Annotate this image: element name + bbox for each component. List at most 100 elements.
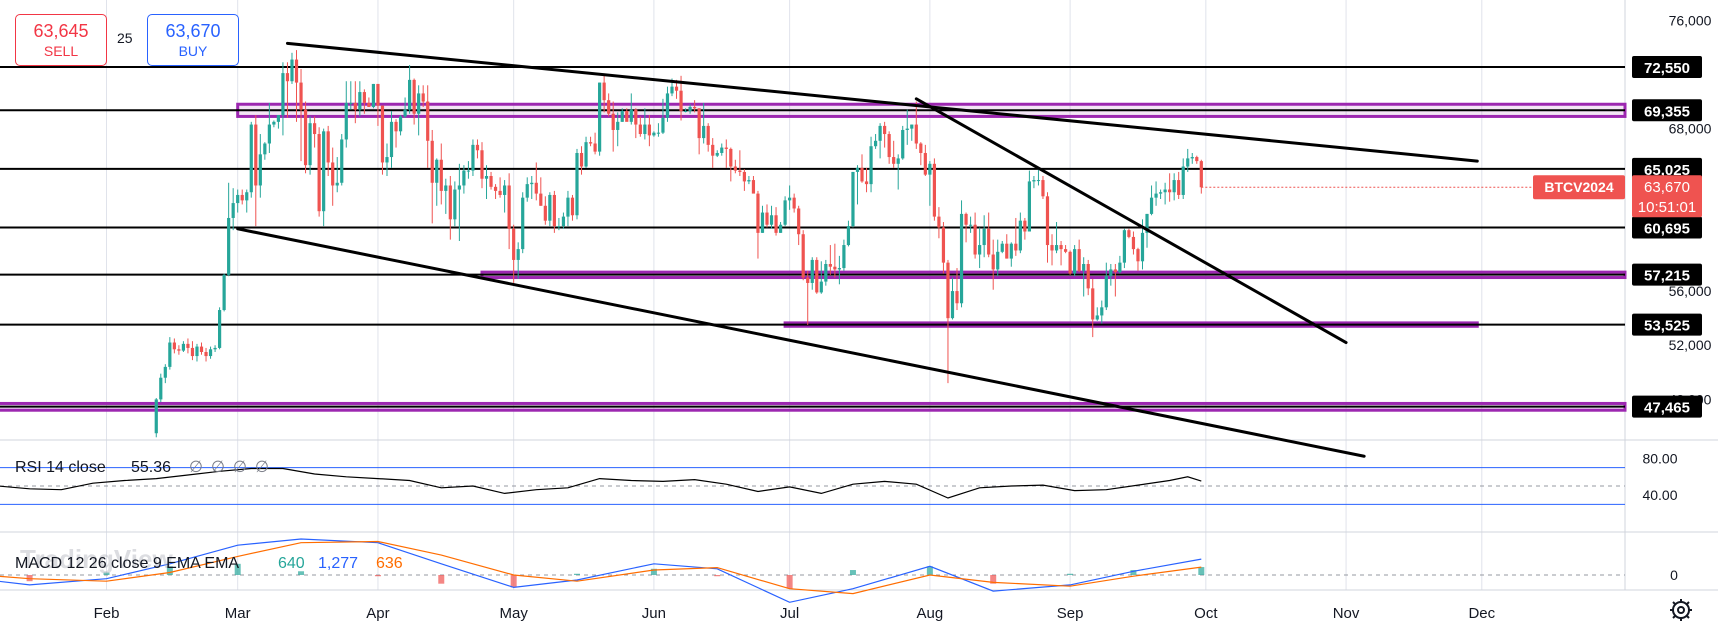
trendline[interactable]: [236, 227, 1366, 458]
candle: [602, 75, 606, 113]
price-level-badge-text: 60,695: [1644, 221, 1690, 238]
candle-body: [385, 157, 389, 163]
candle-body: [806, 277, 810, 283]
candle-body: [797, 208, 801, 235]
candle-body: [1073, 249, 1077, 274]
candle: [398, 115, 403, 136]
candle-body: [1158, 192, 1163, 194]
candle: [177, 345, 181, 355]
candle-body: [575, 152, 579, 216]
candle-body: [846, 226, 851, 246]
candle-body: [177, 349, 181, 351]
candle: [652, 131, 656, 137]
candle: [1050, 234, 1054, 266]
candle: [697, 108, 701, 155]
candle: [222, 273, 226, 312]
candle: [394, 119, 398, 148]
candle-body: [457, 185, 461, 190]
candle: [860, 154, 864, 183]
sell-button[interactable]: 63,645 SELL: [15, 14, 107, 66]
trendline[interactable]: [285, 41, 1479, 163]
time-axis-label-aug: Aug: [917, 605, 944, 622]
candle: [647, 115, 651, 147]
candle-body: [236, 194, 240, 204]
candle-body: [1136, 249, 1140, 262]
symbol-badge: [1533, 175, 1625, 200]
candle-body: [647, 124, 651, 136]
candle: [263, 142, 267, 160]
macd-histogram-bar: [849, 570, 856, 575]
candle-body: [629, 109, 633, 122]
candle: [987, 212, 991, 258]
candle-body: [1100, 307, 1104, 316]
candle-body: [1168, 189, 1172, 193]
candle-body: [914, 124, 918, 144]
candle: [1005, 234, 1009, 259]
candle-body: [665, 93, 670, 118]
macd-histogram-bar: [573, 573, 580, 575]
candle-body: [190, 347, 195, 357]
candle-body: [421, 93, 425, 102]
price-level-badge: 47,465: [1632, 395, 1702, 418]
candle: [412, 78, 416, 125]
candle-body: [715, 152, 719, 156]
candle-body: [778, 224, 783, 233]
candle-body: [493, 186, 498, 191]
candle: [272, 120, 276, 128]
candle: [715, 150, 719, 158]
candle-body: [471, 144, 475, 171]
candle: [163, 364, 167, 384]
candle: [512, 224, 516, 283]
candle-body: [901, 129, 905, 159]
price-level-badge-bg: [1632, 56, 1702, 79]
candle: [322, 128, 326, 227]
sell-label: SELL: [43, 43, 79, 59]
candle-body: [317, 134, 321, 212]
candle-body: [462, 170, 466, 186]
candle: [570, 194, 575, 221]
candle: [466, 161, 471, 179]
candle-body: [376, 83, 380, 106]
candle: [530, 176, 534, 200]
candle-body: [344, 102, 348, 140]
candle-body: [534, 182, 538, 194]
candle: [905, 109, 909, 145]
buy-button[interactable]: 63,670 BUY: [147, 14, 239, 66]
candle-body: [163, 366, 167, 378]
candle: [240, 189, 244, 205]
macd-histogram-bar: [166, 566, 173, 575]
candle-body: [172, 342, 176, 350]
candle-body: [308, 123, 312, 166]
candle: [607, 93, 611, 117]
candle-body: [842, 245, 846, 269]
trendline[interactable]: [914, 97, 1348, 345]
candle: [1059, 240, 1063, 266]
candle-body: [991, 254, 995, 270]
candle: [1186, 148, 1190, 172]
candle-body: [833, 266, 837, 270]
candle: [435, 158, 439, 206]
candle: [837, 255, 841, 285]
candle: [326, 125, 330, 176]
candle-body: [869, 146, 873, 185]
candle: [1122, 228, 1126, 269]
candle: [797, 205, 801, 246]
candle-body: [1145, 213, 1149, 233]
settings-gear-icon[interactable]: [1668, 597, 1694, 623]
candle-body: [751, 180, 756, 194]
candle: [769, 205, 774, 229]
candle: [1195, 155, 1199, 164]
candle-body: [394, 121, 398, 132]
candle-body: [598, 82, 602, 152]
candle-body: [466, 170, 471, 172]
candle-body: [340, 139, 344, 183]
candle-body: [1140, 232, 1145, 262]
candle-body: [245, 192, 249, 201]
price-axis-tick: 68,000: [1669, 121, 1712, 137]
candle-body: [950, 291, 955, 319]
candle: [1023, 217, 1027, 240]
candle-body: [1163, 189, 1167, 193]
rsi-empty-value: ∅: [189, 459, 203, 476]
candle-body: [968, 224, 973, 226]
